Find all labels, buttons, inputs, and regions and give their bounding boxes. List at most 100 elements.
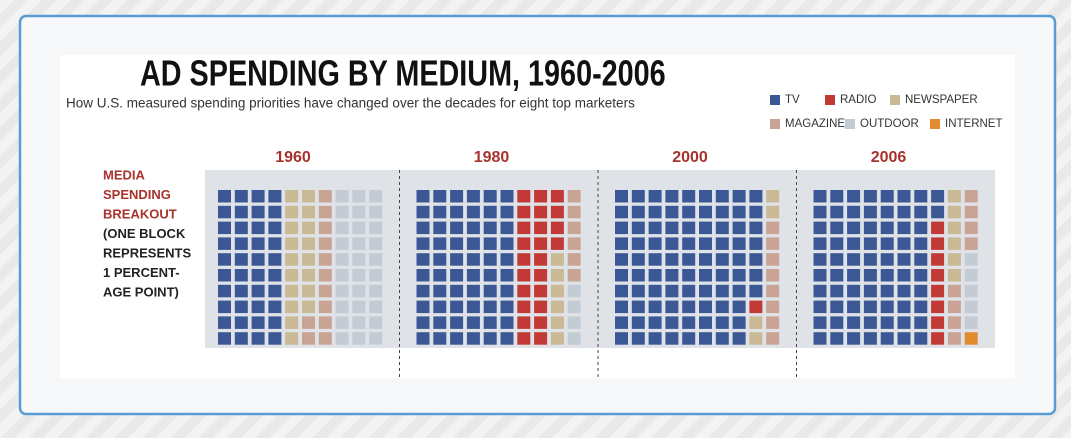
block [665,316,679,329]
block [914,205,928,219]
block [268,300,282,314]
block [483,284,497,298]
block [732,221,746,235]
block [732,316,746,329]
block [897,237,911,250]
block [352,269,366,282]
block [218,221,231,235]
block [682,237,696,250]
block [766,221,780,235]
block [615,316,628,329]
block [847,332,861,345]
block [665,253,679,266]
block [534,332,548,345]
block [897,269,911,282]
block [880,237,894,250]
block [251,284,265,298]
block [335,316,349,329]
block [715,237,729,250]
block [466,205,480,219]
block [947,300,961,314]
block [749,284,763,298]
block [813,190,827,203]
block [466,332,480,345]
block [880,300,894,314]
block [302,300,315,314]
block [863,253,877,266]
block [830,253,844,266]
block [648,269,662,282]
block [830,237,844,250]
block [715,316,729,329]
block [732,190,746,203]
block [914,190,928,203]
block [813,253,827,266]
block [369,269,383,282]
block [550,284,564,298]
block [234,190,248,203]
block [749,300,763,314]
block [268,237,282,250]
block [369,316,383,329]
block [234,237,248,250]
legend-label: RADIO [840,94,876,106]
block [335,269,349,282]
block [615,300,628,314]
block [466,269,480,282]
block [285,284,299,298]
block [947,205,961,219]
block [483,316,497,329]
block [615,253,628,266]
block [749,237,763,250]
block [285,253,299,266]
block [450,269,464,282]
block [483,269,497,282]
block [483,253,497,266]
block [416,284,430,298]
block [285,332,299,345]
block [847,316,861,329]
block [251,332,265,345]
block [615,221,628,235]
block [335,253,349,266]
block [534,316,548,329]
block [682,221,696,235]
block [830,316,844,329]
block [766,237,780,250]
block [749,253,763,266]
block [964,190,978,203]
block [665,237,679,250]
block [715,332,729,345]
block [880,332,894,345]
block [450,332,464,345]
block [648,237,662,250]
block [615,190,628,203]
block [450,221,464,235]
block [550,237,564,250]
block [234,284,248,298]
block [251,190,265,203]
block [766,284,780,298]
block [500,221,514,235]
block [450,300,464,314]
block [433,284,447,298]
block [352,316,366,329]
block [699,284,712,298]
block [433,205,447,219]
block [766,332,780,345]
block [914,332,928,345]
block [285,237,299,250]
block [847,300,861,314]
year-title: 1980 [474,149,510,166]
block [699,300,712,314]
side-label: SPENDING [103,187,171,202]
legend-swatch [770,95,780,105]
block [931,269,945,282]
block [450,190,464,203]
block [665,269,679,282]
block [517,284,531,298]
block [352,237,366,250]
block [715,205,729,219]
